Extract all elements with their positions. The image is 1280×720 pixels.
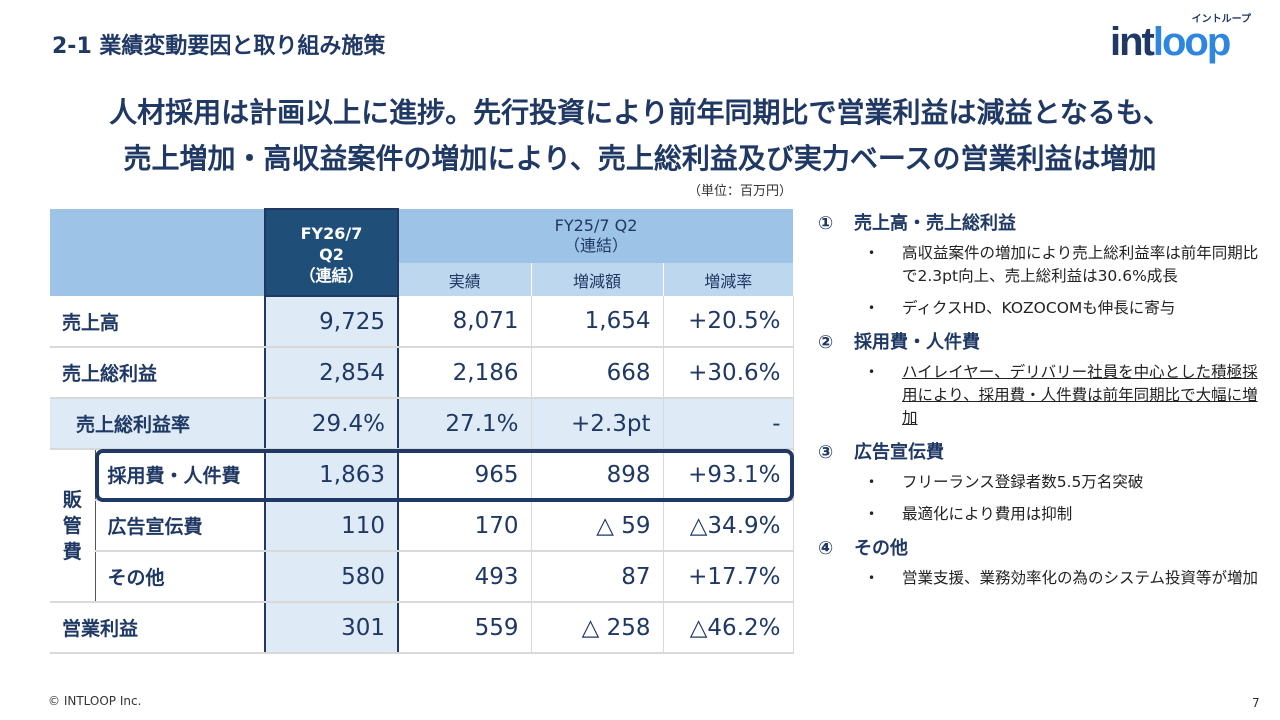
fy26-line1: FY26/7 xyxy=(300,224,363,243)
note-number: ④ xyxy=(818,538,834,559)
note-title: その他 xyxy=(854,538,908,559)
cell-value: 170 xyxy=(398,500,532,552)
cell-value: △ 258 xyxy=(531,602,664,654)
headline-line-2: 売上増加・高収益案件の増加により、売上総利益及び実力ベースの営業利益は増加 xyxy=(123,142,1157,175)
subheader-actual: 実績 xyxy=(397,263,531,296)
headline: 人材採用は計画以上に進捗。先行投資により前年同期比で営業利益は減益となるも、 売… xyxy=(0,90,1280,182)
cell-value: 8,071 xyxy=(398,296,532,348)
financial-table: FY26/7 Q2 （連結） FY25/7 Q2 （連結） 実績 増減額 増減率… xyxy=(50,208,794,654)
row-label: 売上総利益 xyxy=(50,347,266,399)
cell-value: 1,654 xyxy=(531,296,664,348)
unit-label: （単位：百万円） xyxy=(688,184,793,199)
note-heading: ③ 広告宣伝費 xyxy=(818,439,1268,471)
logo-word: intloop xyxy=(1110,20,1231,65)
row-label: 営業利益 xyxy=(50,602,266,654)
sga-char: 管 xyxy=(62,514,82,537)
header-blank xyxy=(50,209,265,296)
copyright: © INTLOOP Inc. xyxy=(48,694,142,708)
section-title: 2-1 業績変動要因と取り組み施策 xyxy=(52,34,386,59)
cell-value: 493 xyxy=(398,551,532,603)
note-number: ② xyxy=(818,332,834,353)
cell-value: 2,854 xyxy=(264,347,399,399)
cell-value: 965 xyxy=(398,449,532,501)
note-title: 採用費・人件費 xyxy=(854,332,980,353)
header-fy26: FY26/7 Q2 （連結） xyxy=(264,208,399,297)
table-row: 売上総利益率 29.4% 27.1% +2.3pt - xyxy=(50,398,794,450)
note-bullet-text: ディクスHD、KOZOCOMも伸長に寄与 xyxy=(902,299,1176,317)
table-row: その他 580 493 87 +17.7% xyxy=(50,551,794,603)
cell-value: 668 xyxy=(531,347,664,399)
note-heading: ① 売上高・売上総利益 xyxy=(818,210,1268,242)
row-label: その他 xyxy=(95,551,266,603)
table-row: 営業利益 301 559 △ 258 △46.2% xyxy=(50,602,794,654)
fy26-line2: Q2 xyxy=(319,245,344,264)
cell-value: 110 xyxy=(264,500,399,552)
fy26-line3: （連結） xyxy=(299,266,364,285)
header-fy25: FY25/7 Q2 （連結） xyxy=(398,209,793,263)
fy25-line2: （連結） xyxy=(563,236,628,255)
subheader-rate: 増減率 xyxy=(662,263,793,296)
note-title: 広告宣伝費 xyxy=(854,442,944,463)
note-bullet-text: ハイレイヤー、デリバリー社員を中心とした積極採用により、採用費・人件費は前年同期… xyxy=(902,363,1258,427)
note-bullet: 高収益案件の増加により売上総利益率は前年同期比で2.3pt向上、売上総利益は30… xyxy=(818,242,1268,288)
cell-value: +20.5% xyxy=(663,296,794,348)
headline-line-1: 人材採用は計画以上に進捗。先行投資により前年同期比で営業利益は減益となるも、 xyxy=(109,96,1171,129)
cell-value: △34.9% xyxy=(663,500,794,552)
logo-kana: イントループ xyxy=(1191,14,1251,25)
note-title: 売上高・売上総利益 xyxy=(854,213,1016,234)
sga-char: 費 xyxy=(62,540,82,563)
cell-value: 301 xyxy=(264,602,399,654)
cell-value: +17.7% xyxy=(663,551,794,603)
cell-value: 29.4% xyxy=(264,398,399,450)
cell-value: 1,863 xyxy=(264,449,399,501)
note-bullet: 営業支援、業務効率化の為のシステム投資等が増加 xyxy=(818,567,1268,590)
note-bullet: ディクスHD、KOZOCOMも伸長に寄与 xyxy=(818,297,1268,320)
sga-label: 販管費 xyxy=(50,449,96,603)
cell-value: +2.3pt xyxy=(531,398,664,450)
note-bullet-text: フリーランス登録者数5.5万名突破 xyxy=(902,473,1144,491)
note-bullet: 最適化により費用は抑制 xyxy=(818,503,1268,526)
sga-char: 販 xyxy=(62,488,82,511)
cell-value: 580 xyxy=(264,551,399,603)
note-heading: ④ その他 xyxy=(818,535,1268,567)
cell-value: 2,186 xyxy=(398,347,532,399)
highlight-box xyxy=(95,449,794,502)
notes-panel: ① 売上高・売上総利益高収益案件の増加により売上総利益率は前年同期比で2.3pt向… xyxy=(818,206,1268,599)
row-label: 売上高 xyxy=(50,296,266,348)
cell-value: 87 xyxy=(531,551,664,603)
row-label: 売上総利益率 xyxy=(50,398,266,450)
cell-value: 559 xyxy=(398,602,532,654)
cell-value: 27.1% xyxy=(398,398,532,450)
cell-value: 898 xyxy=(531,449,664,501)
fy25-line1: FY25/7 Q2 xyxy=(554,216,638,235)
note-heading: ② 採用費・人件費 xyxy=(818,329,1268,361)
subheader-change: 増減額 xyxy=(530,263,663,296)
note-bullet: フリーランス登録者数5.5万名突破 xyxy=(818,471,1268,494)
table-row: 広告宣伝費 110 170 △ 59 △34.9% xyxy=(50,500,794,552)
logo-word-a: int xyxy=(1110,20,1155,64)
intloop-logo: イントループ intloop xyxy=(1110,10,1255,68)
note-number: ① xyxy=(818,213,834,234)
logo-word-b: loop xyxy=(1152,20,1231,64)
table-row: 売上総利益 2,854 2,186 668 +30.6% xyxy=(50,347,794,399)
table-row: 売上高 9,725 8,071 1,654 +20.5% xyxy=(50,296,794,348)
row-label: 採用費・人件費 xyxy=(95,449,266,501)
cell-value: 9,725 xyxy=(264,296,399,348)
page-number: 7 xyxy=(1252,696,1260,710)
cell-value: +30.6% xyxy=(663,347,794,399)
note-bullet: ハイレイヤー、デリバリー社員を中心とした積極採用により、採用費・人件費は前年同期… xyxy=(818,361,1268,430)
table-row: 販管費採用費・人件費 1,863 965 898 +93.1% xyxy=(50,449,794,603)
cell-value: - xyxy=(663,398,794,450)
note-bullet-text: 最適化により費用は抑制 xyxy=(902,505,1073,523)
note-bullet-text: 営業支援、業務効率化の為のシステム投資等が増加 xyxy=(902,569,1259,587)
cell-value: △46.2% xyxy=(663,602,794,654)
note-bullet-text: 高収益案件の増加により売上総利益率は前年同期比で2.3pt向上、売上総利益は30… xyxy=(902,244,1259,285)
row-label: 広告宣伝費 xyxy=(95,500,266,552)
note-number: ③ xyxy=(818,442,834,463)
cell-value: △ 59 xyxy=(531,500,664,552)
